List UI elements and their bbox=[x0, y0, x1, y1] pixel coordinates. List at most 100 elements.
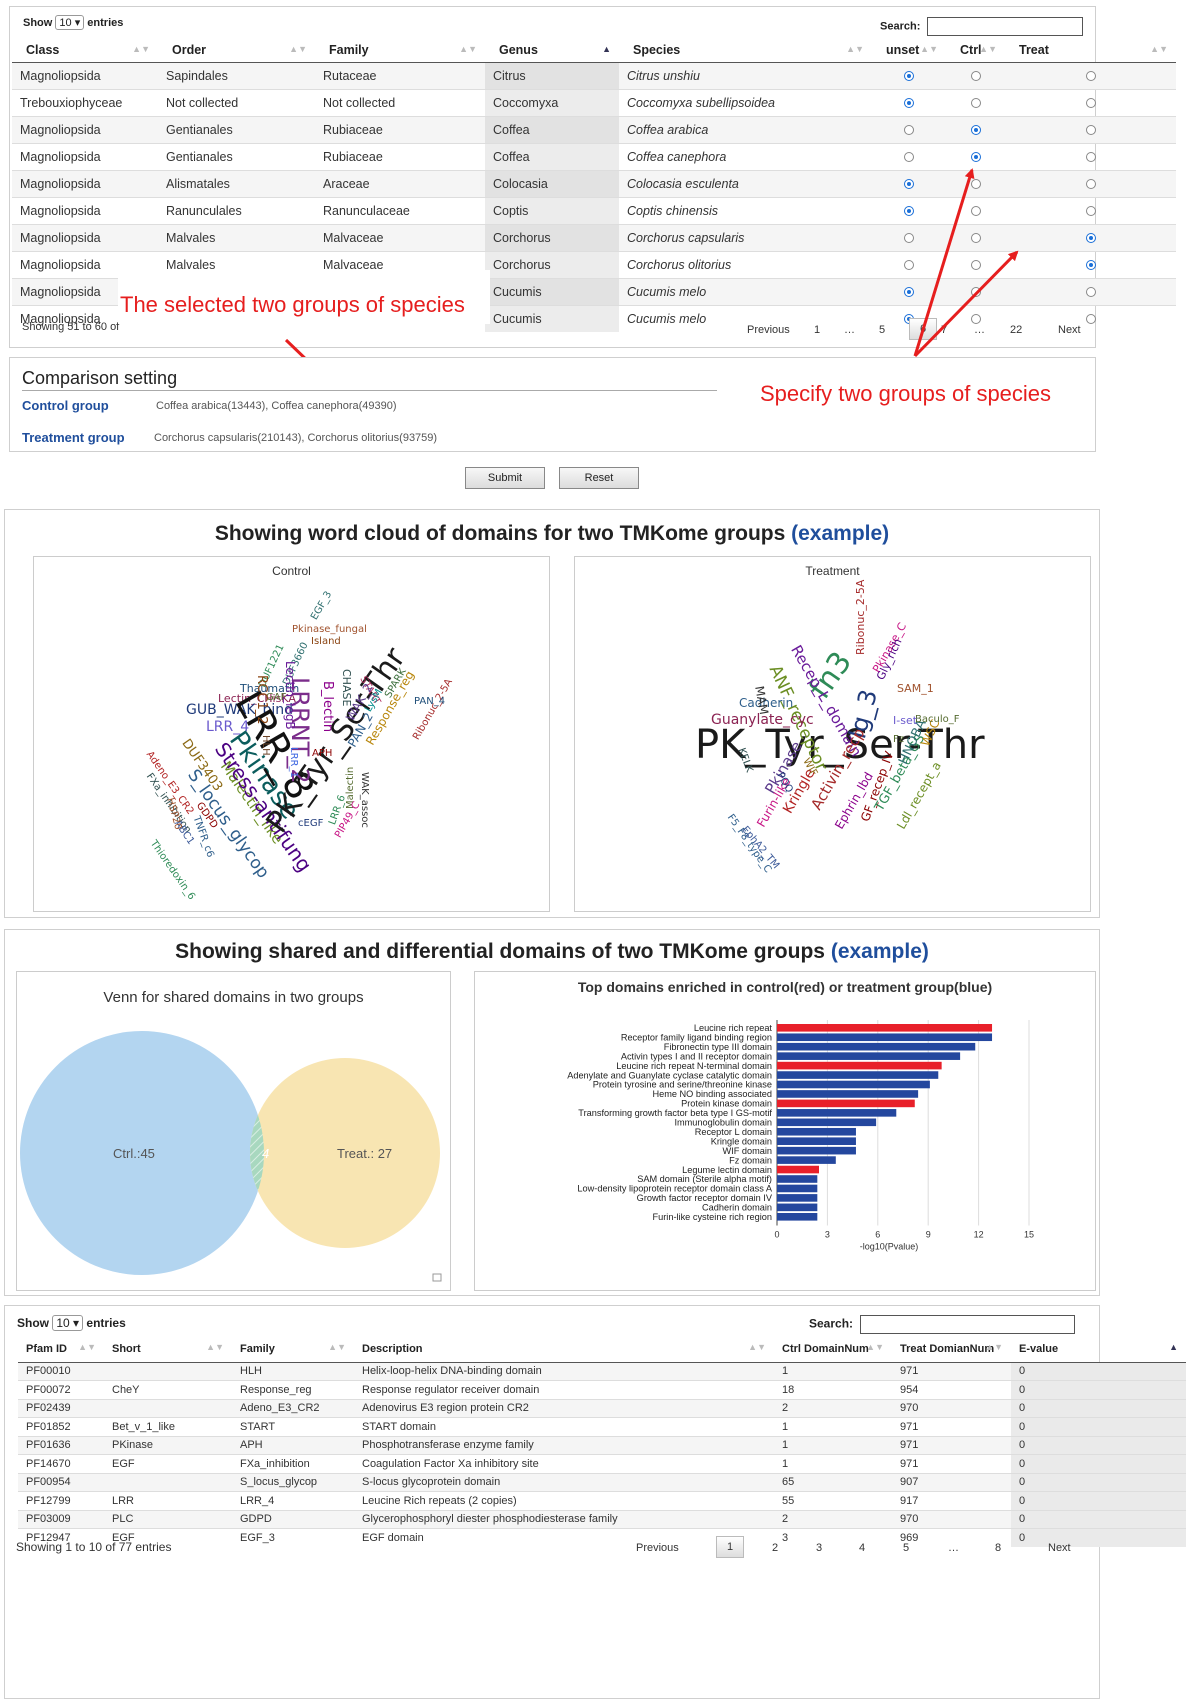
col-description[interactable]: Description ▲▼ bbox=[354, 1336, 774, 1363]
radio-unset[interactable] bbox=[904, 125, 914, 136]
radio-unset[interactable] bbox=[904, 260, 914, 271]
wordcloud-word: Ribonuc_2-5A bbox=[854, 579, 867, 655]
radio-unset[interactable] bbox=[904, 233, 914, 244]
search-input[interactable] bbox=[860, 1315, 1076, 1334]
cell-pfam-id: PF12947 bbox=[18, 1528, 104, 1547]
page-5[interactable]: 5 bbox=[879, 324, 886, 336]
entries-select[interactable]: 10 ▾ bbox=[55, 15, 85, 30]
search-input[interactable] bbox=[927, 17, 1084, 36]
search-label: Search: bbox=[809, 1316, 854, 1331]
shared-example-link[interactable]: (example) bbox=[830, 940, 929, 963]
page-2[interactable]: 2 bbox=[772, 1542, 779, 1554]
cell-family: Rutaceae bbox=[315, 61, 485, 89]
cell-treat bbox=[1005, 61, 1176, 89]
col-ctrl[interactable]: Ctrl ▲▼ bbox=[946, 38, 1005, 63]
cell-species: Coffea arabica bbox=[619, 115, 872, 143]
radio-treat[interactable] bbox=[1085, 314, 1096, 325]
page-previous[interactable]: Previous bbox=[636, 1542, 679, 1554]
radio-unset[interactable] bbox=[904, 98, 914, 109]
page-next[interactable]: Next bbox=[1048, 1542, 1071, 1554]
radio-ctrl[interactable] bbox=[970, 98, 981, 109]
col-family[interactable]: Family ▲▼ bbox=[232, 1336, 354, 1363]
cell-ctrl bbox=[946, 61, 1005, 89]
page-8[interactable]: 8 bbox=[995, 1542, 1002, 1554]
col-short[interactable]: Short ▲▼ bbox=[104, 1336, 232, 1363]
venn-export-icon[interactable] bbox=[432, 1273, 442, 1282]
col-family[interactable]: Family ▲▼ bbox=[315, 38, 485, 63]
cell-treat-num: 907 bbox=[892, 1472, 1011, 1492]
radio-treat[interactable] bbox=[1085, 152, 1096, 163]
radio-treat[interactable] bbox=[1085, 287, 1096, 298]
cell-treat bbox=[1005, 223, 1176, 251]
page-next[interactable]: Next bbox=[1058, 324, 1081, 336]
radio-ctrl[interactable] bbox=[970, 260, 981, 271]
page-3[interactable]: 3 bbox=[816, 1542, 823, 1554]
radio-ctrl[interactable] bbox=[970, 233, 981, 244]
radio-treat[interactable] bbox=[1085, 125, 1096, 136]
category-label: Growth factor receptor domain IV bbox=[637, 1193, 773, 1203]
col-treat-domainnum[interactable]: Treat DomianNum ▲▼ bbox=[892, 1336, 1011, 1363]
radio-treat[interactable] bbox=[1085, 98, 1096, 109]
radio-treat[interactable] bbox=[1085, 71, 1096, 82]
col-ctrl-domainnum[interactable]: Ctrl DomainNum ▲▼ bbox=[774, 1336, 892, 1363]
wordcloud-control-box: Control Pkinase_fungal Island DUF3660 DUF12… bbox=[33, 556, 550, 912]
comparison-title: Comparison setting bbox=[22, 368, 178, 388]
radio-ctrl[interactable] bbox=[970, 125, 981, 136]
radio-ctrl[interactable] bbox=[970, 206, 981, 217]
radio-unset[interactable] bbox=[904, 152, 914, 163]
cell-family: APH bbox=[232, 1435, 354, 1455]
cell-ctrl-num: 1 bbox=[774, 1361, 892, 1381]
col-genus[interactable]: Genus ▲ bbox=[485, 38, 619, 63]
radio-ctrl[interactable] bbox=[970, 71, 981, 82]
col-species[interactable]: Species ▲▼ bbox=[619, 38, 872, 63]
page-previous[interactable]: Previous bbox=[747, 324, 790, 336]
wordcloud-title: Showing word cloud of domains for two TM… bbox=[214, 522, 890, 545]
radio-treat[interactable] bbox=[1085, 206, 1096, 217]
page-1[interactable]: 1 bbox=[716, 1536, 745, 1558]
cell-genus: Coccomyxa bbox=[485, 88, 619, 116]
radio-treat[interactable] bbox=[1085, 179, 1096, 190]
table-row: PF01852 Bet_v_1_like START START domain 1 971… bbox=[18, 1417, 1186, 1436]
table-row: Magnoliopsida Alismatales Araceae Colocasia… bbox=[12, 169, 1176, 197]
bar bbox=[777, 1080, 930, 1089]
cell-class: Trebouxiophyceae bbox=[12, 88, 158, 116]
col-treat[interactable]: Treat ▲▼ bbox=[1005, 38, 1176, 63]
col-class[interactable]: Class ▲▼ bbox=[12, 38, 158, 63]
cell-treat-num: 970 bbox=[892, 1509, 1011, 1529]
page-5[interactable]: 5 bbox=[903, 1542, 910, 1554]
x-tick-label: 0 bbox=[774, 1229, 779, 1239]
page-7[interactable]: 7 bbox=[941, 324, 948, 336]
wordcloud-example-link[interactable]: (example) bbox=[791, 522, 890, 545]
radio-unset[interactable] bbox=[904, 206, 914, 217]
radio-unset[interactable] bbox=[904, 179, 914, 190]
bar bbox=[777, 1165, 819, 1174]
radio-ctrl[interactable] bbox=[970, 179, 981, 190]
radio-unset[interactable] bbox=[904, 71, 914, 82]
bar bbox=[777, 1024, 993, 1032]
entries-select[interactable]: 10 ▾ bbox=[52, 1315, 84, 1331]
col-unset[interactable]: unset ▲▼ bbox=[872, 38, 946, 63]
radio-treat[interactable] bbox=[1085, 260, 1096, 271]
wordcloud-word: APH bbox=[312, 748, 333, 759]
col-order[interactable]: Order ▲▼ bbox=[158, 38, 315, 63]
radio-treat[interactable] bbox=[1085, 233, 1096, 244]
radio-ctrl[interactable] bbox=[970, 152, 981, 163]
category-label: Adenylate and Guanylate cyclase catalyti… bbox=[567, 1070, 772, 1080]
wordcloud-word: I-set bbox=[893, 714, 918, 727]
cell-order: Sapindales bbox=[158, 61, 315, 89]
col-pfam-id[interactable]: Pfam ID ▲▼ bbox=[18, 1336, 104, 1363]
col-evalue[interactable]: E-value ▲ bbox=[1011, 1336, 1186, 1363]
radio-unset[interactable] bbox=[904, 287, 914, 298]
page-22[interactable]: 22 bbox=[1010, 324, 1023, 336]
page-4[interactable]: 4 bbox=[859, 1542, 866, 1554]
reset-button[interactable]: Reset bbox=[559, 467, 639, 489]
venn-both-label: 4 bbox=[262, 1146, 269, 1161]
bar bbox=[777, 1090, 919, 1098]
page-1[interactable]: 1 bbox=[814, 324, 821, 336]
wordcloud-word: Ribonuc_2-5A bbox=[411, 677, 455, 742]
cell-order: Ranunculales bbox=[158, 196, 315, 224]
radio-ctrl[interactable] bbox=[970, 314, 981, 325]
submit-button[interactable]: Submit bbox=[465, 467, 545, 489]
wordcloud-word: Guanylate_cyc bbox=[711, 712, 814, 728]
category-label: Protein kinase domain bbox=[681, 1099, 772, 1109]
